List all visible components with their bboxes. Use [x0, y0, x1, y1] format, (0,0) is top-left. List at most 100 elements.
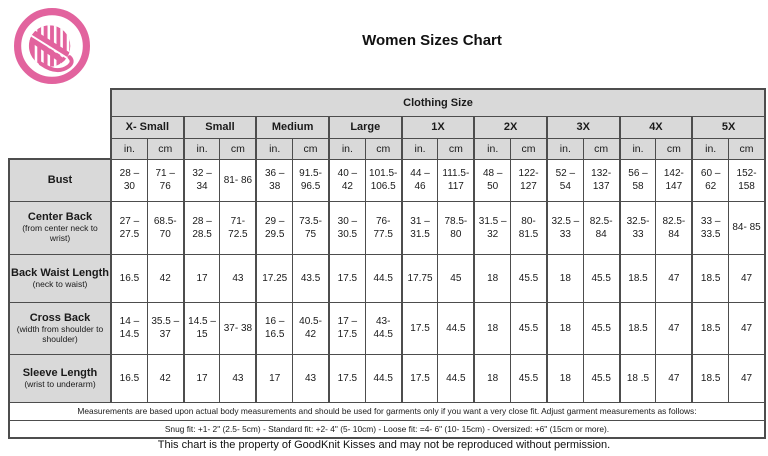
cell: 43	[219, 253, 257, 303]
cell: 29 – 29.5	[255, 200, 294, 255]
cell: 36 – 38	[255, 158, 294, 202]
cell: 45.5	[510, 301, 548, 355]
unit-header: cm	[146, 137, 185, 160]
women-sizes-table: Clothing Size X- Small Small Medium Large 1X 2…	[8, 88, 767, 439]
unit-header: in.	[182, 137, 221, 160]
cell: 132-137	[582, 158, 621, 202]
cell: 76-77.5	[364, 200, 403, 255]
cell: 18	[545, 353, 584, 403]
cell: 17	[182, 353, 221, 403]
cell: 43.5	[292, 253, 330, 303]
cell: 71-72.5	[219, 200, 257, 255]
cell: 37- 38	[219, 301, 257, 355]
cell: 44.5	[364, 253, 403, 303]
cell: 43	[292, 353, 330, 403]
cell: 17	[182, 253, 221, 303]
cell: 18	[473, 353, 512, 403]
cell: 47	[655, 253, 693, 303]
cell: 32.5 – 33	[545, 200, 584, 255]
footnote-2: Snug fit: +1- 2" (2.5- 5cm) - Standard f…	[8, 419, 766, 439]
cell: 28 – 28.5	[182, 200, 221, 255]
corner-spacer	[9, 138, 111, 159]
row-label-subtext: (neck to waist)	[32, 278, 88, 289]
cell: 17.5	[327, 253, 366, 303]
cell: 111.5-117	[437, 158, 475, 202]
cell: 47	[728, 253, 767, 303]
corner-spacer	[9, 116, 111, 138]
corner-spacer	[9, 89, 111, 116]
unit-header: cm	[510, 137, 548, 160]
row-label: Back Waist Length (neck to waist)	[8, 253, 112, 303]
cell: 122-127	[510, 158, 548, 202]
cell: 52 – 54	[545, 158, 584, 202]
row-label: Bust	[8, 158, 112, 202]
unit-header: cm	[437, 137, 475, 160]
cell: 17.5	[400, 301, 439, 355]
cell: 45.5	[582, 353, 621, 403]
cell: 18	[473, 253, 512, 303]
cell: 31 – 31.5	[400, 200, 439, 255]
size-header-3: Medium	[255, 115, 330, 139]
cell: 44.5	[437, 353, 475, 403]
cell: 44.5	[364, 353, 403, 403]
cell: 91.5-96.5	[292, 158, 330, 202]
cell: 48 – 50	[473, 158, 512, 202]
unit-header: cm	[219, 137, 257, 160]
cell: 30 – 30.5	[327, 200, 366, 255]
size-header-8: 4X	[618, 115, 693, 139]
cell: 17.25	[255, 253, 294, 303]
cell: 47	[655, 301, 693, 355]
cell: 78.5-80	[437, 200, 475, 255]
row-label: Cross Back (width from shoulder to should…	[8, 301, 112, 355]
cell: 82.5-84	[582, 200, 621, 255]
cell: 56 – 58	[618, 158, 657, 202]
cell: 17.5	[400, 353, 439, 403]
table-body: Clothing Size X- Small Small Medium Large 1X 2…	[8, 88, 767, 439]
clothing-size-header: Clothing Size	[110, 88, 766, 117]
cell: 45.5	[582, 253, 621, 303]
unit-header: in.	[400, 137, 439, 160]
row-label-text: Sleeve Length	[22, 366, 98, 379]
cell: 17 – 17.5	[327, 301, 366, 355]
cell: 71 – 76	[146, 158, 185, 202]
size-header-5: 1X	[400, 115, 475, 139]
cell: 18	[545, 301, 584, 355]
row-label-text: Cross Back	[29, 311, 91, 324]
size-header-7: 3X	[545, 115, 621, 139]
unit-header: cm	[582, 137, 621, 160]
unit-header: in.	[618, 137, 657, 160]
unit-header: cm	[655, 137, 693, 160]
cell: 40.5-42	[292, 301, 330, 355]
unit-header: cm	[728, 137, 767, 160]
cell: 32.5-33	[618, 200, 657, 255]
cell: 42	[146, 253, 185, 303]
row-label-text: Bust	[47, 173, 73, 186]
cell: 142-147	[655, 158, 693, 202]
cell: 45.5	[510, 253, 548, 303]
cell: 47	[655, 353, 693, 403]
unit-header: in.	[545, 137, 584, 160]
yarn-ball-icon	[14, 8, 90, 84]
cell: 14.5 – 15	[182, 301, 221, 355]
size-header-2: Small	[182, 115, 257, 139]
cell: 16.5	[109, 253, 148, 303]
cell: 17.5	[327, 353, 366, 403]
footnote-1: Measurements are based upon actual body …	[8, 401, 766, 421]
cell: 60 – 62	[691, 158, 730, 202]
cell: 45.5	[510, 353, 548, 403]
cell: 44.5	[437, 301, 475, 355]
row-label: Sleeve Length (wrist to underarm)	[8, 353, 112, 403]
row-label-text: Center Back	[27, 211, 93, 224]
cell: 18.5	[618, 253, 657, 303]
cell: 47	[728, 353, 767, 403]
cell: 18	[473, 301, 512, 355]
cell: 27 – 27.5	[109, 200, 148, 255]
cell: 17.75	[400, 253, 439, 303]
unit-header: in.	[255, 137, 294, 160]
unit-header: in.	[109, 137, 148, 160]
cell: 14 – 14.5	[109, 301, 148, 355]
cell: 45.5	[582, 301, 621, 355]
cell: 16 – 16.5	[255, 301, 294, 355]
copyright-text: This chart is the property of GoodKnit K…	[157, 439, 611, 451]
cell: 68.5-70	[146, 200, 185, 255]
